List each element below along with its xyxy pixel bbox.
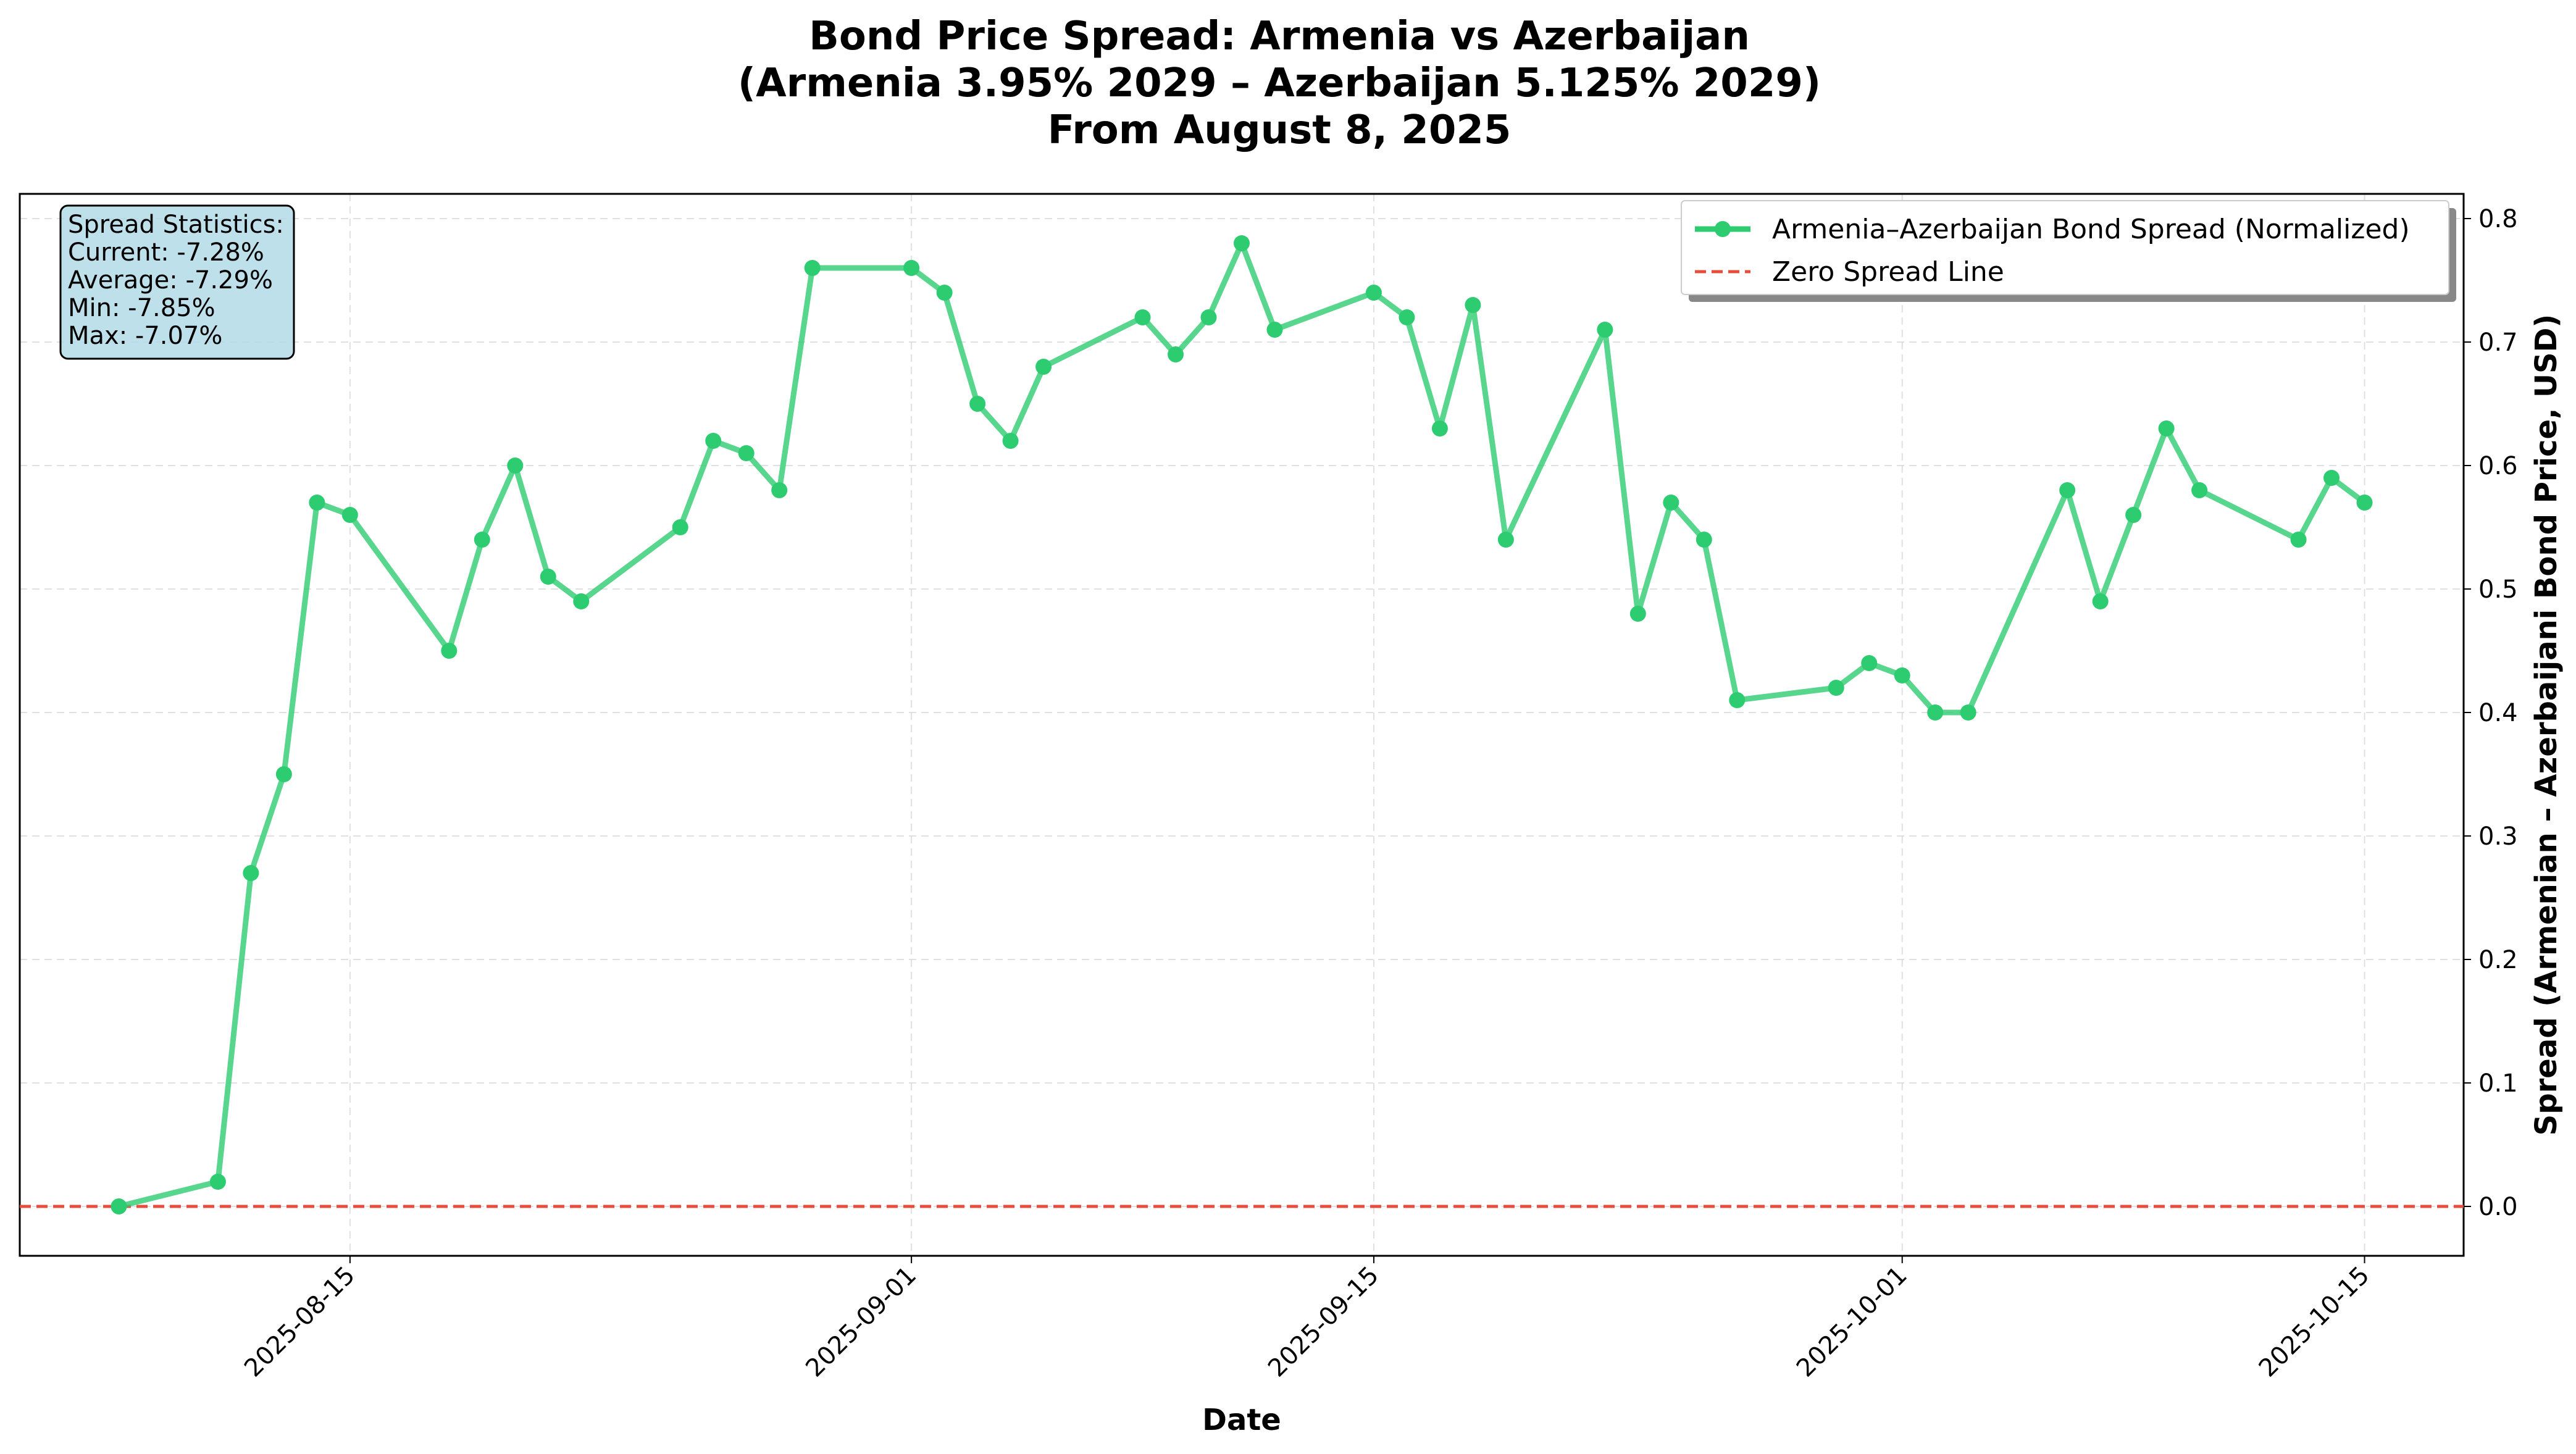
x-axis-label: Date [1202, 1403, 1281, 1437]
data-series [20, 235, 2464, 1214]
x-tick-label: 2025-10-01 [1791, 1261, 1913, 1383]
y-tick-label: 0.3 [2478, 822, 2518, 851]
data-point [1200, 309, 1217, 325]
legend: Armenia–Azerbaijan Bond Spread (Normaliz… [1681, 200, 2456, 302]
legend-series-marker-swatch [1715, 221, 1731, 237]
data-point [2158, 420, 2175, 437]
x-tick-label: 2025-10-15 [2254, 1261, 2375, 1383]
data-point [2290, 532, 2307, 548]
x-axis-ticks: 2025-08-15 2025-09-01 2025-09-15 2025-10-01… [239, 1256, 2375, 1382]
stats-average: Average: -7.29% [68, 266, 273, 295]
data-point [441, 643, 458, 659]
data-point [540, 569, 556, 585]
y-tick-label: 0.4 [2478, 699, 2518, 727]
stats-heading: Spread Statistics: [68, 211, 284, 239]
data-point [1168, 346, 1184, 362]
data-point [672, 519, 688, 535]
data-point [1629, 606, 1646, 622]
x-tick-label: 2025-08-15 [239, 1261, 361, 1383]
data-point [1399, 309, 1415, 325]
data-point [705, 433, 722, 449]
stats-current: Current: -7.28% [68, 238, 264, 267]
chart-title-line-2: (Armenia 3.95% 2029 – Azerbaijan 5.125% … [738, 61, 1821, 106]
data-point [1894, 667, 1910, 683]
y-tick-label: 0.8 [2478, 205, 2518, 233]
data-point [969, 396, 986, 412]
data-point [209, 1174, 226, 1190]
chart-title: Bond Price Spread: Armenia vs Azerbaijan… [738, 14, 1821, 153]
data-point [1597, 322, 1613, 338]
stats-min: Min: -7.85% [68, 294, 215, 322]
data-point [1696, 532, 1712, 548]
data-point [1828, 680, 1844, 696]
legend-zero-line-label: Zero Spread Line [1772, 256, 2004, 288]
y-tick-label: 0.7 [2478, 328, 2518, 357]
data-point [1497, 532, 1514, 548]
stats-max: Max: -7.07% [68, 322, 222, 350]
data-point [1663, 495, 1679, 511]
data-point [903, 260, 920, 276]
data-point [474, 532, 490, 548]
y-tick-label: 0.2 [2478, 946, 2518, 974]
data-point [573, 593, 590, 609]
data-point [507, 458, 524, 474]
data-point [1002, 433, 1019, 449]
data-point [738, 445, 755, 461]
data-point [111, 1198, 127, 1214]
data-point [936, 285, 953, 301]
series-line [116, 240, 2367, 1210]
data-point [2323, 470, 2340, 486]
data-point [2356, 495, 2373, 511]
data-point [1960, 704, 1976, 721]
data-point [1035, 359, 1052, 375]
data-point [771, 482, 788, 498]
y-axis-ticks: 0.0 0.1 0.2 0.3 0.4 0.5 0.6 0.7 0.8 [2464, 205, 2518, 1221]
data-point [1465, 297, 1481, 313]
data-point [1234, 235, 1250, 251]
data-point [2125, 507, 2142, 523]
x-tick-label: 2025-09-15 [1263, 1261, 1384, 1383]
stats-box: Spread Statistics: Current: -7.28% Avera… [59, 204, 295, 360]
data-point [1729, 692, 1746, 708]
x-tick-label: 2025-09-01 [800, 1261, 922, 1383]
data-point [341, 507, 358, 523]
legend-box [1681, 200, 2449, 295]
data-point [2191, 482, 2208, 498]
stats-box-background [59, 204, 295, 360]
data-point [309, 495, 325, 511]
data-point [1266, 322, 1283, 338]
data-point [1861, 655, 1878, 671]
data-point [1431, 420, 1448, 437]
data-point [804, 260, 821, 276]
y-axis-label: Spread (Armenian – Azerbaijani Bond Pric… [2529, 314, 2564, 1136]
grid [20, 194, 2464, 1256]
data-point [1365, 285, 1382, 301]
data-point [2059, 482, 2076, 498]
y-tick-label: 0.1 [2478, 1069, 2518, 1098]
chart-title-line-1: Bond Price Spread: Armenia vs Azerbaijan [809, 14, 1750, 59]
plot-frame [19, 193, 2465, 1257]
data-point [243, 865, 259, 881]
data-point [275, 766, 292, 782]
data-point [1927, 704, 1944, 721]
y-tick-label: 0.6 [2478, 452, 2518, 480]
y-tick-label: 0.5 [2478, 575, 2518, 604]
data-point [1134, 309, 1151, 325]
legend-series-label: Armenia–Azerbaijan Bond Spread (Normaliz… [1772, 214, 2410, 245]
y-tick-label: 0.0 [2478, 1193, 2518, 1221]
data-point [2092, 593, 2109, 609]
chart-title-line-3: From August 8, 2025 [1048, 107, 1512, 153]
